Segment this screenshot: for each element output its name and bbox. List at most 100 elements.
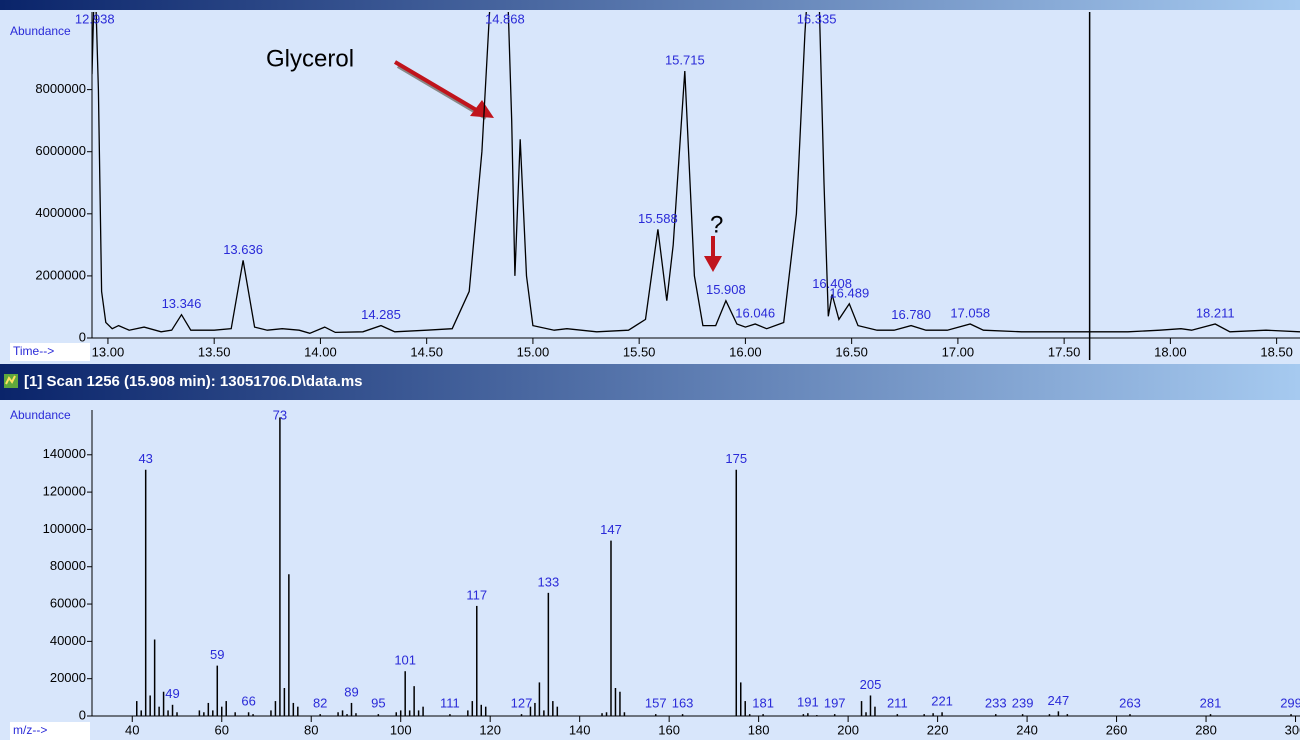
x-tick-label: 280: [1195, 722, 1217, 737]
x-tick-label: 13.00: [92, 344, 125, 359]
peak-label: 133: [538, 574, 560, 589]
x-tick-label: 140: [569, 722, 591, 737]
y-tick-label: 40000: [50, 633, 86, 648]
y-tick-label: 6000000: [35, 143, 86, 158]
y-tick-label: 140000: [43, 446, 86, 461]
x-tick-label: 17.00: [942, 344, 975, 359]
y-axis-label: Abundance: [10, 24, 71, 38]
peak-label: 117: [466, 587, 487, 602]
peak-label: 12.938: [75, 11, 115, 26]
peak-label: 299: [1280, 696, 1300, 711]
peak-label: 66: [241, 694, 255, 709]
x-tick-label: 16.50: [835, 344, 868, 359]
y-tick-label: 2000000: [35, 267, 86, 282]
peak-label: 239: [1012, 696, 1034, 711]
x-tick-label: 16.00: [729, 344, 762, 359]
x-tick-label: 180: [748, 722, 770, 737]
x-axis-label: Time-->: [13, 344, 54, 358]
x-tick-label: 14.00: [304, 344, 337, 359]
peak-label: 147: [600, 522, 622, 537]
annotation: Glycerol: [266, 45, 354, 72]
peak-label: 263: [1119, 696, 1141, 711]
y-tick-label: 100000: [43, 521, 86, 536]
peak-label: 281: [1200, 696, 1222, 711]
x-axis-label: m/z-->: [13, 723, 47, 737]
x-tick-label: 220: [927, 722, 949, 737]
x-tick-label: 100: [390, 722, 412, 737]
peak-label: 14.868: [485, 11, 525, 26]
peak-label: 175: [725, 451, 747, 466]
window-icon: [4, 374, 18, 388]
y-tick-label: 80000: [50, 558, 86, 573]
x-axis-label-box: [10, 722, 90, 740]
peak-label: 163: [672, 696, 694, 711]
top-window-titlebar: [0, 0, 1300, 10]
y-tick-label: 60000: [50, 595, 86, 610]
y-tick-label: 20000: [50, 670, 86, 685]
peak-label: 15.908: [706, 282, 746, 297]
window-title: [1] Scan 1256 (15.908 min): 13051706.D\d…: [24, 373, 363, 390]
peak-label: 127: [511, 696, 533, 711]
peak-label: 181: [752, 696, 774, 711]
x-tick-label: 260: [1106, 722, 1128, 737]
y-tick-label: 4000000: [35, 205, 86, 220]
peak-label: 16.335: [797, 11, 837, 26]
x-tick-label: 40: [125, 722, 139, 737]
x-tick-label: 14.50: [410, 344, 443, 359]
peak-label: 49: [165, 686, 179, 701]
peak-label: 247: [1048, 693, 1070, 708]
peak-label: 197: [824, 696, 846, 711]
peak-label: 221: [931, 694, 953, 709]
plot-area: [92, 12, 1300, 334]
peak-label: 17.058: [950, 305, 990, 320]
x-tick-label: 200: [837, 722, 859, 737]
x-tick-label: 240: [1016, 722, 1038, 737]
peak-label: 82: [313, 696, 327, 711]
y-tick-label: 8000000: [35, 81, 86, 96]
peak-label: 14.285: [361, 307, 401, 322]
x-tick-label: 120: [479, 722, 501, 737]
peak-label: 191: [797, 695, 819, 710]
peak-label: 15.588: [638, 211, 678, 226]
x-tick-label: 300: [1285, 722, 1300, 737]
plot-area: [135, 417, 1292, 716]
peak-label: 13.346: [162, 296, 202, 311]
x-tick-label: 160: [658, 722, 680, 737]
chromatogram-trace: [92, 12, 1300, 334]
peak-label: 43: [138, 451, 152, 466]
peak-label: 211: [887, 696, 908, 711]
peak-label: 157: [645, 696, 667, 711]
x-tick-label: 18.50: [1260, 344, 1293, 359]
peak-label: 15.715: [665, 52, 705, 67]
peak-label: 101: [394, 653, 416, 668]
spectrum-panel: [0, 400, 1300, 740]
spectrum-window-titlebar[interactable]: [0, 364, 1300, 400]
peak-label: 73: [273, 407, 287, 422]
annotation-arrow: [704, 236, 722, 272]
x-tick-label: 17.50: [1048, 344, 1081, 359]
peak-label: 16.046: [735, 305, 775, 320]
peak-label: 95: [371, 696, 385, 711]
x-axis-label-box: [10, 343, 90, 361]
annotation: ?: [710, 211, 723, 238]
annotation-arrow: [393, 60, 494, 120]
x-tick-label: 60: [215, 722, 229, 737]
peak-label: 89: [344, 684, 358, 699]
y-tick-label: 0: [79, 329, 86, 344]
y-tick-label: 120000: [43, 484, 86, 499]
y-axis-label: Abundance: [10, 408, 71, 422]
y-tick-label: 0: [79, 707, 86, 722]
peak-label: 13.636: [223, 242, 263, 257]
peak-label: 59: [210, 647, 224, 662]
peak-label: 18.211: [1196, 305, 1235, 320]
x-tick-label: 80: [304, 722, 318, 737]
x-tick-label: 15.50: [623, 344, 656, 359]
peak-label: 16.489: [829, 285, 869, 300]
x-tick-label: 18.00: [1154, 344, 1187, 359]
chromatogram-panel: [0, 10, 1300, 364]
peak-label: 16.780: [891, 307, 931, 322]
x-tick-label: 13.50: [198, 344, 231, 359]
peak-label: 111: [440, 696, 460, 711]
